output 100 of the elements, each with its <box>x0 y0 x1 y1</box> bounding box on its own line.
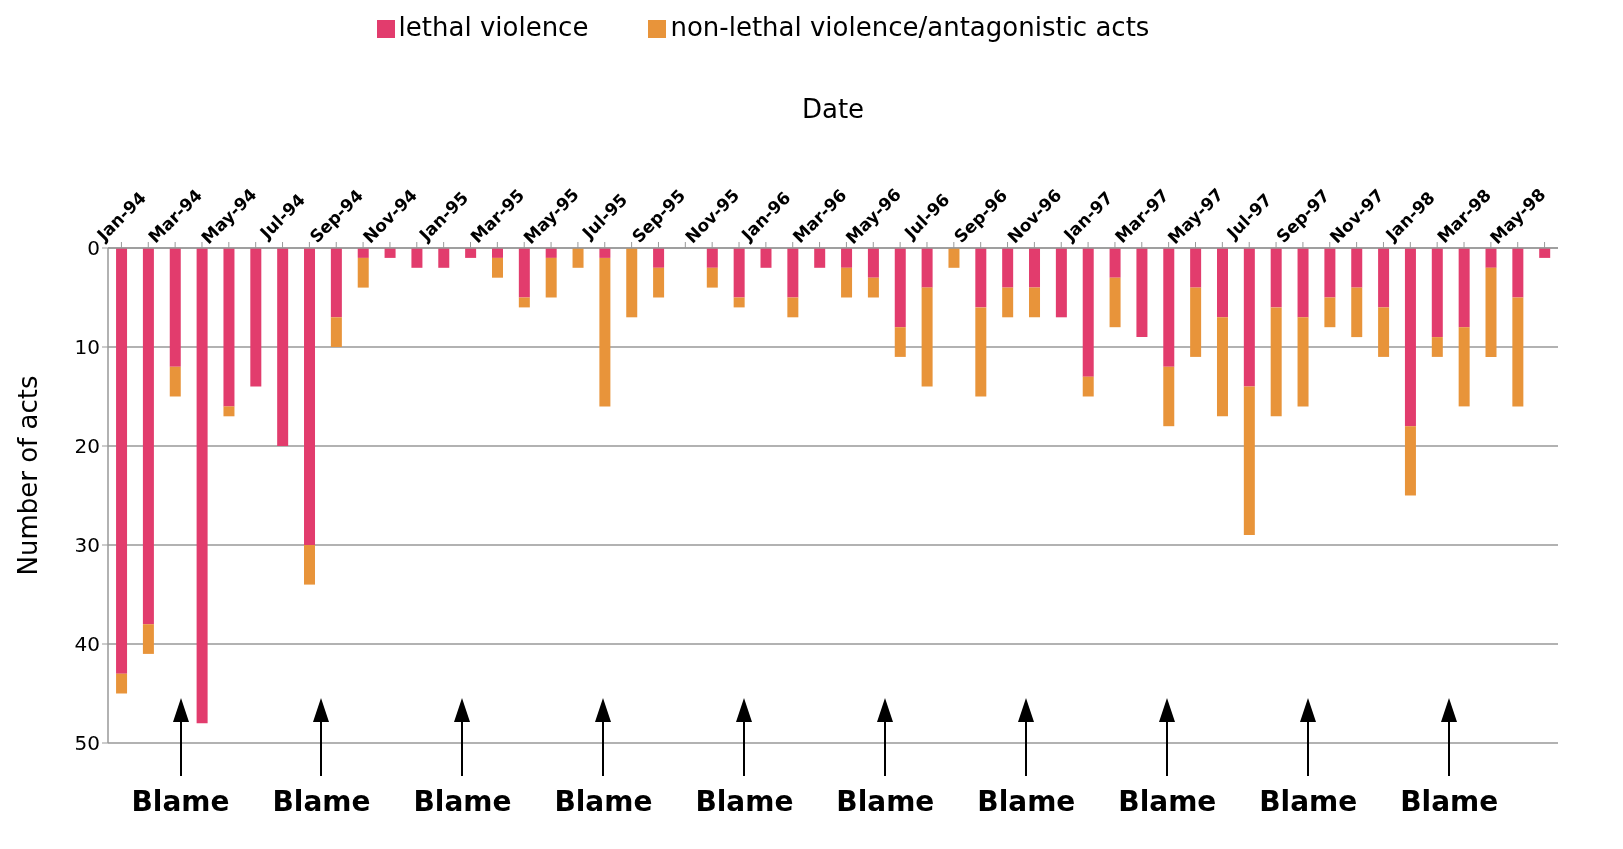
bar <box>975 248 987 308</box>
bar <box>1190 248 1202 288</box>
bar <box>1404 426 1416 496</box>
bar <box>1378 307 1390 357</box>
bar <box>1485 267 1497 357</box>
bar <box>572 248 584 268</box>
bar <box>142 248 154 625</box>
bar <box>1109 277 1121 328</box>
bar <box>1190 287 1202 357</box>
text: Blame <box>130 785 231 818</box>
bar <box>250 248 262 387</box>
bar <box>626 248 638 318</box>
bar <box>142 624 154 654</box>
bar <box>1512 297 1524 407</box>
bar <box>1404 248 1416 427</box>
bar <box>491 257 503 278</box>
bar <box>1458 248 1470 328</box>
bar <box>384 248 396 258</box>
bar <box>894 248 906 328</box>
bar <box>304 545 316 585</box>
bar <box>116 248 128 674</box>
bar <box>1378 248 1390 308</box>
bar <box>1109 248 1121 278</box>
bar <box>1243 248 1255 387</box>
bar <box>894 327 906 357</box>
bar <box>867 277 879 298</box>
bar <box>1324 248 1336 298</box>
bar <box>653 248 665 268</box>
bar <box>1512 248 1524 298</box>
bar <box>1485 248 1497 268</box>
bar <box>733 297 745 308</box>
bar <box>867 248 879 278</box>
bar <box>1029 248 1041 288</box>
bar <box>733 248 745 298</box>
bar <box>1270 307 1282 417</box>
bar <box>1431 337 1443 357</box>
bar <box>465 248 477 258</box>
text: Blame <box>976 785 1077 818</box>
bar <box>545 248 557 258</box>
bar <box>1002 248 1014 288</box>
bar <box>1002 287 1014 318</box>
bar <box>975 307 987 397</box>
bar <box>330 317 342 347</box>
bar <box>599 257 611 407</box>
bar <box>787 297 799 318</box>
bar <box>706 267 718 288</box>
bar <box>169 248 181 367</box>
bar <box>1216 317 1228 417</box>
bar <box>518 248 530 298</box>
legend-label: non-lethal violence/antagonistic acts <box>670 12 1150 42</box>
text: Blame <box>271 785 372 818</box>
bar <box>357 257 369 288</box>
y-tick-label: 10 <box>74 335 100 360</box>
bar <box>814 248 826 268</box>
bar <box>706 248 718 268</box>
bar <box>841 267 853 298</box>
bar <box>921 248 933 288</box>
text: Blame <box>1399 785 1500 818</box>
bar <box>169 366 181 397</box>
y-axis-title: Number of acts <box>13 375 44 576</box>
text: Blame <box>1117 785 1218 818</box>
bar <box>1163 248 1175 367</box>
bar <box>491 248 503 258</box>
bar <box>1539 248 1551 258</box>
bar <box>1243 386 1255 536</box>
bar <box>411 248 423 268</box>
bar <box>518 297 530 308</box>
bar <box>1029 287 1041 318</box>
bar <box>357 248 369 258</box>
bar <box>1324 297 1336 328</box>
bar <box>1351 287 1363 338</box>
text: Blame <box>1258 785 1359 818</box>
bar <box>116 673 128 694</box>
bar <box>196 248 208 724</box>
bar <box>1351 248 1363 288</box>
bar <box>948 248 960 268</box>
bar <box>599 248 611 258</box>
bar <box>1297 248 1309 318</box>
x-axis-title: Date <box>801 94 865 124</box>
text: Blame <box>835 785 936 818</box>
bar <box>438 248 450 268</box>
y-tick-label: 50 <box>74 731 100 756</box>
bar <box>304 248 316 545</box>
bar <box>1458 327 1470 407</box>
y-tick-label: 0 <box>87 236 100 261</box>
bar <box>921 287 933 387</box>
bar <box>223 406 235 417</box>
bar <box>223 248 235 407</box>
bar <box>1297 317 1309 407</box>
bar <box>1270 248 1282 308</box>
y-tick-label: 30 <box>74 533 100 558</box>
bar <box>1216 248 1228 318</box>
y-tick-label: 20 <box>74 434 100 459</box>
bar <box>787 248 799 298</box>
bar <box>330 248 342 318</box>
text: Blame <box>553 785 654 818</box>
bar <box>1082 376 1094 397</box>
bar <box>1082 248 1094 377</box>
bar <box>841 248 853 268</box>
bar <box>1055 248 1067 318</box>
